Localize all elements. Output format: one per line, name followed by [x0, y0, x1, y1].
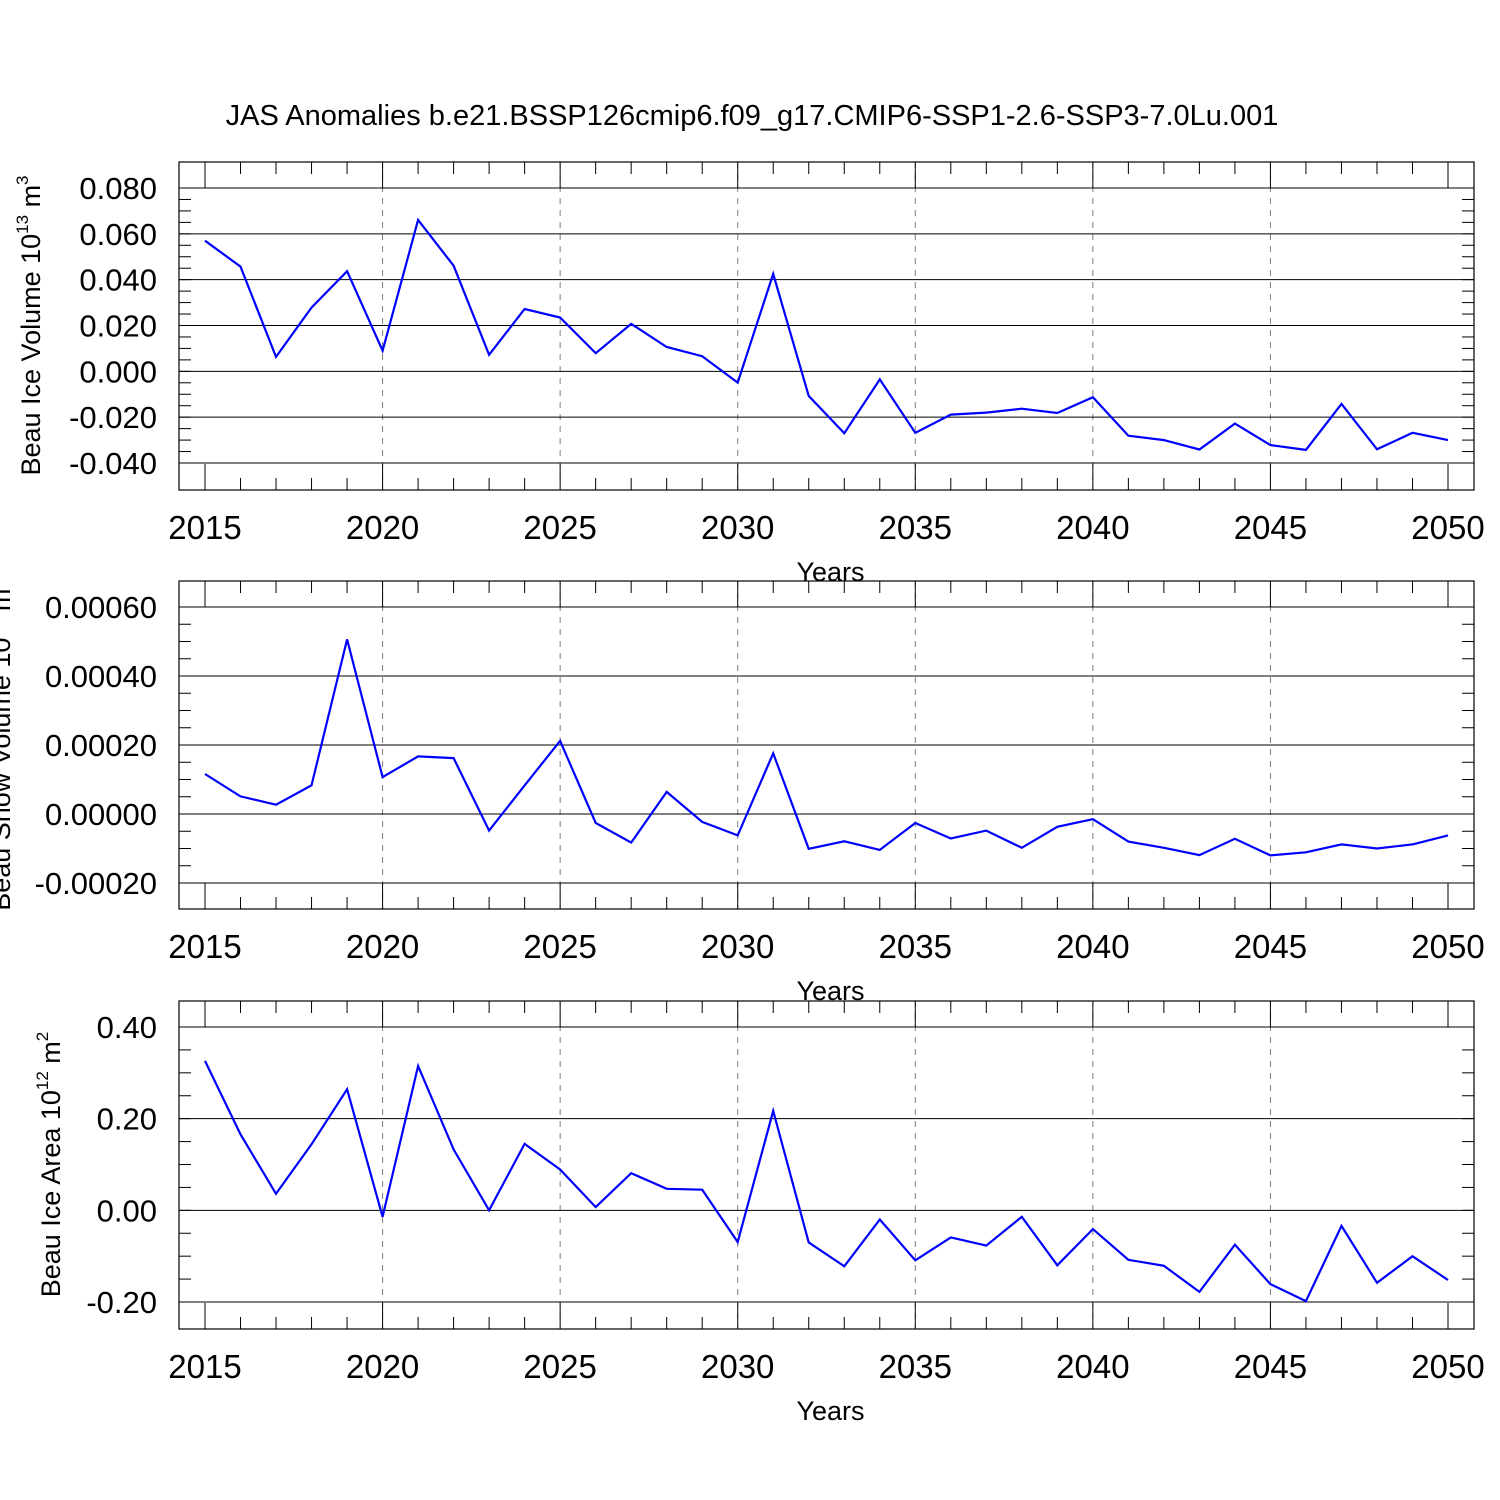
y-tick-label: -0.020: [69, 400, 157, 435]
y-tick-label: -0.040: [69, 446, 157, 481]
y-axis-title-base: Beau Snow Volume 10: [0, 638, 16, 911]
y-axis-title-unit: m: [36, 1041, 66, 1071]
y-tick-label: 0.020: [79, 309, 157, 344]
y-axis-title-base: Beau Ice Area 10: [36, 1090, 66, 1297]
y-tick-label: 0.00020: [45, 728, 157, 763]
y-axis-title: Beau Snow Volume 1013 m3: [0, 579, 16, 911]
x-tick-label: 2025: [523, 1348, 596, 1385]
x-tick-label: 2045: [1234, 928, 1307, 965]
y-tick-label: 0.00040: [45, 659, 157, 694]
y-tick-label: 0.00000: [45, 797, 157, 832]
x-tick-label: 2045: [1234, 509, 1307, 546]
y-axis-title-unit-exponent: 3: [0, 579, 2, 588]
panel-3: 2015 2020 2025 2030 2035 2040 2045 2050 -0.20 0.0…: [33, 1000, 1485, 1426]
series-line: [204, 217, 1449, 452]
x-tick-label: 2020: [346, 509, 419, 546]
x-axis-title: Years: [796, 557, 864, 587]
x-tick-label: 2045: [1234, 1348, 1307, 1385]
x-tick-label: 2050: [1411, 509, 1484, 546]
x-tick-label: 2020: [346, 1348, 419, 1385]
y-tick-label: -0.20: [86, 1285, 157, 1320]
y-axis-title: Beau Ice Volume 1013 m3: [13, 175, 46, 475]
y-tick-label: 0.040: [79, 263, 157, 298]
y-tick-label: 0.00: [97, 1193, 157, 1228]
y-axis-title-unit: m: [0, 589, 16, 619]
panel-1: 2015 2020 2025 2030 2035 2040 2045 2050 -0.040 -0…: [13, 161, 1485, 587]
y-tick-label: 0.080: [79, 171, 157, 206]
panel-2: 2015 2020 2025 2030 2035 2040 2045 2050 -0.00020…: [0, 579, 1485, 1006]
y-axis-title-exponent: 13: [13, 215, 32, 234]
x-tick-label: 2030: [701, 928, 774, 965]
panels: 2015 2020 2025 2030 2035 2040 2045 2050 -0.040 -0…: [0, 161, 1485, 1426]
series-line: [204, 1060, 1449, 1303]
x-tick-label: 2050: [1411, 1348, 1484, 1385]
x-tick-label: 2035: [879, 928, 952, 965]
plot-frame: [178, 1000, 1475, 1330]
x-tick-label: 2030: [701, 1348, 774, 1385]
x-tick-label: 2040: [1056, 1348, 1129, 1385]
y-axis-title-unit-exponent: 2: [33, 1032, 52, 1041]
y-axis-title-unit-exponent: 3: [13, 175, 32, 184]
x-tick-label: 2030: [701, 509, 774, 546]
x-tick-label: 2035: [879, 509, 952, 546]
x-tick-label: 2025: [523, 928, 596, 965]
y-tick-label: 0.00060: [45, 590, 157, 625]
x-tick-label: 2015: [168, 1348, 241, 1385]
y-axis-title-base: Beau Ice Volume 10: [16, 234, 46, 476]
y-tick-label: 0.060: [79, 217, 157, 252]
series-line: [204, 639, 1449, 857]
x-tick-label: 2050: [1411, 928, 1484, 965]
x-tick-label: 2040: [1056, 928, 1129, 965]
y-axis-title-exponent: 12: [33, 1071, 52, 1090]
x-tick-label: 2035: [879, 1348, 952, 1385]
y-axis-title-unit: m: [16, 185, 46, 215]
x-tick-label: 2015: [168, 928, 241, 965]
y-tick-label: 0.40: [97, 1010, 157, 1045]
x-tick-label: 2040: [1056, 509, 1129, 546]
x-axis-title: Years: [796, 1396, 864, 1426]
x-tick-label: 2020: [346, 928, 419, 965]
y-tick-label: 0.000: [79, 354, 157, 389]
x-tick-label: 2025: [523, 509, 596, 546]
y-tick-label: 0.20: [97, 1102, 157, 1137]
y-axis-title: Beau Ice Area 1012 m2: [33, 1032, 66, 1298]
x-tick-label: 2015: [168, 509, 241, 546]
y-axis-title-exponent: 13: [0, 619, 2, 638]
y-tick-label: -0.00020: [35, 866, 157, 901]
chart-title: JAS Anomalies b.e21.BSSP126cmip6.f09_g17…: [226, 100, 1279, 132]
